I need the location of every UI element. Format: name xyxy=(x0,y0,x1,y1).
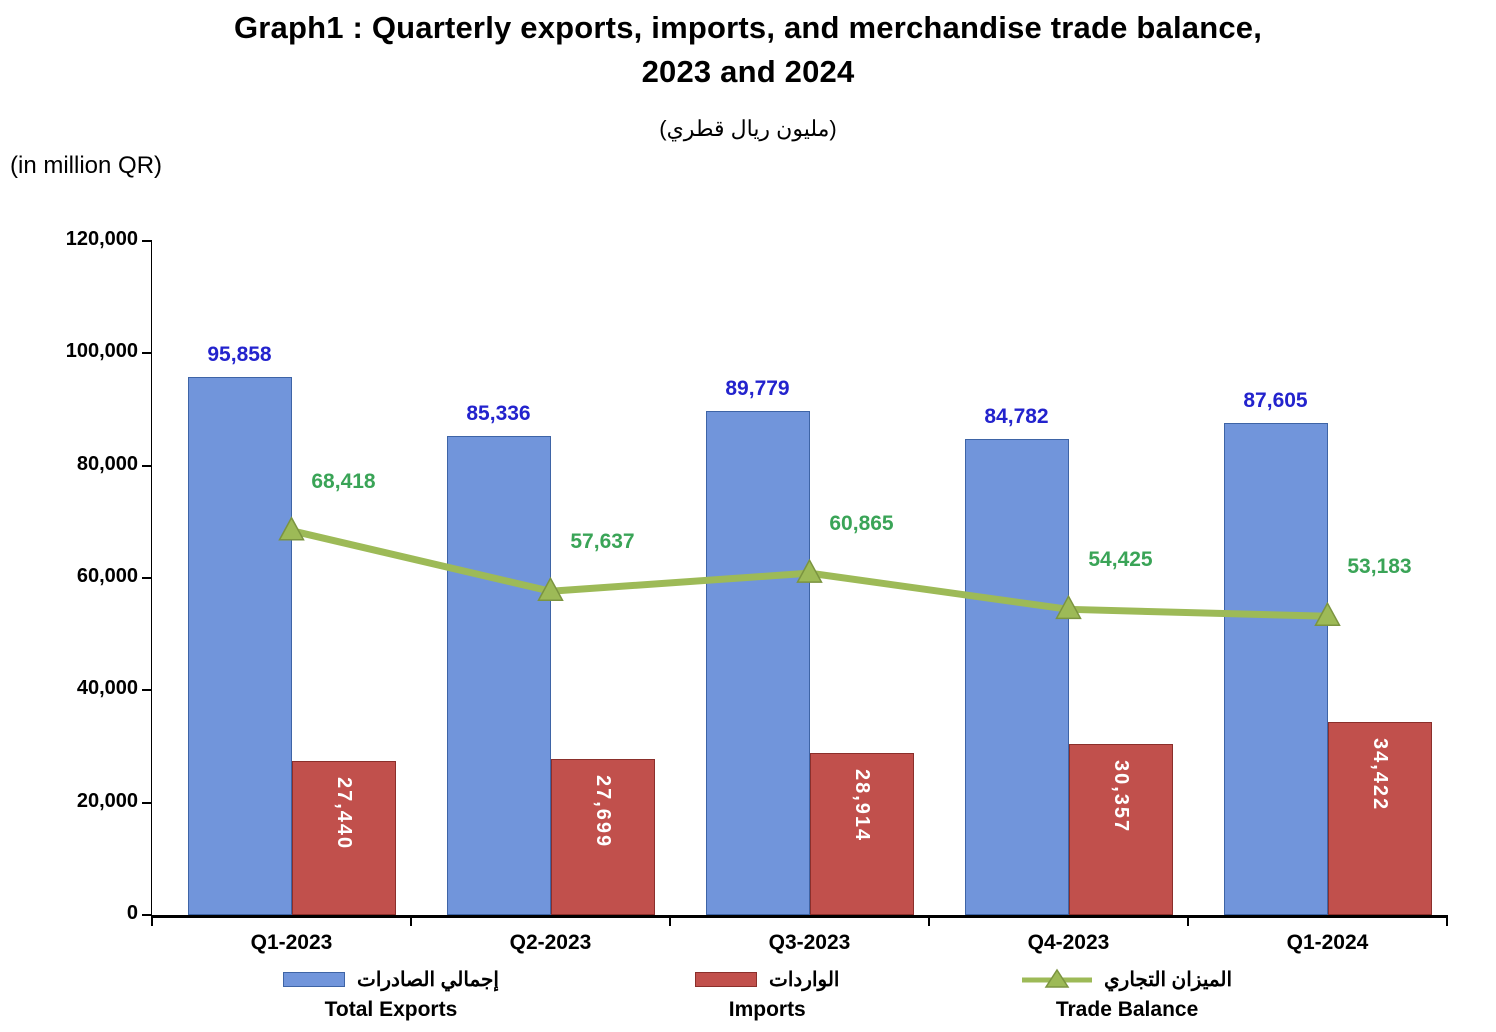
y-axis-tick-mark xyxy=(142,914,152,916)
legend-trade-balance-arabic: الميزان التجاري xyxy=(1104,968,1233,991)
x-axis-category-label: Q4-2023 xyxy=(1027,931,1110,954)
x-axis-tick-mark xyxy=(151,918,153,926)
y-axis-tick-mark xyxy=(142,352,152,355)
export-bar xyxy=(187,376,292,915)
export-bar xyxy=(705,410,810,915)
y-axis-line xyxy=(151,241,152,916)
import-value-label: 34,422 xyxy=(1328,738,1432,811)
x-axis-category-label: Q3-2023 xyxy=(768,931,851,954)
legend-imports-english: Imports xyxy=(728,998,806,1021)
trade-balance-value-label: 60,865 xyxy=(829,512,894,536)
import-value-text: 34,422 xyxy=(1369,737,1391,811)
import-value-text: 27,699 xyxy=(592,775,614,849)
import-bar xyxy=(1327,721,1432,915)
legend-item-trade-balance: الميزان التجاري Trade Balance xyxy=(1022,966,1232,1022)
legend-item-total-exports: إجمالي الصادرات Total Exports xyxy=(283,966,499,1022)
imports-swatch-icon xyxy=(695,971,757,987)
import-value-text: 28,914 xyxy=(851,768,873,842)
import-value-text: 27,440 xyxy=(333,776,355,851)
y-axis-tick-label: 100,000 xyxy=(65,340,138,363)
y-axis-tick-label: 120,000 xyxy=(65,228,138,250)
import-value-label: 27,440 xyxy=(292,777,396,850)
export-value-label: 95,858 xyxy=(207,342,272,366)
legend-total-exports-english: Total Exports xyxy=(324,998,458,1021)
x-axis-tick-mark xyxy=(928,918,930,926)
total-exports-swatch-icon xyxy=(283,971,345,987)
chart-title-line1: Graph1 : Quarterly exports, imports, and… xyxy=(233,10,1263,45)
export-value-label: 89,779 xyxy=(725,376,790,400)
y-axis-tick-mark xyxy=(142,801,152,804)
import-bar xyxy=(1068,744,1173,915)
trade-balance-value-label: 57,637 xyxy=(570,530,635,554)
y-axis-tick-label: 20,000 xyxy=(76,789,138,812)
trade-balance-value-label: 68,418 xyxy=(311,469,376,493)
export-bar xyxy=(446,435,551,915)
legend-item-imports: الواردات Imports xyxy=(695,966,840,1022)
export-bar xyxy=(1223,422,1328,915)
x-axis-line xyxy=(151,915,1448,918)
y-axis-tick-label: 0 xyxy=(126,902,138,924)
x-axis-category-label: Q1-2024 xyxy=(1286,931,1369,954)
x-axis-tick-mark xyxy=(1446,918,1448,926)
y-axis-tick-mark xyxy=(142,689,152,692)
export-value-label: 85,336 xyxy=(466,401,531,425)
y-axis-tick-label: 60,000 xyxy=(76,565,138,587)
trade-balance-value-label: 54,425 xyxy=(1088,548,1153,572)
trade-balance-value-label: 53,183 xyxy=(1347,555,1412,579)
trade-balance-swatch-icon xyxy=(1022,968,1092,988)
import-bar xyxy=(550,759,655,915)
legend-trade-balance-english: Trade Balance xyxy=(1055,998,1199,1021)
y-axis-tick-label: 80,000 xyxy=(76,452,138,475)
y-axis-tick-mark xyxy=(142,240,152,242)
x-axis-tick-mark xyxy=(1187,918,1189,926)
y-axis-tick-label: 40,000 xyxy=(76,677,138,700)
chart-subtitle-arabic: (مليون ريال قطري) xyxy=(659,116,837,141)
import-value-label: 30,357 xyxy=(1069,760,1173,833)
import-bar xyxy=(291,760,396,915)
export-value-label: 87,605 xyxy=(1243,388,1308,412)
x-axis-category-label: Q2-2023 xyxy=(509,931,592,954)
x-axis-tick-mark xyxy=(669,918,671,926)
export-bar xyxy=(964,438,1069,915)
import-value-text: 30,357 xyxy=(1110,760,1132,834)
legend-imports-arabic: الواردات xyxy=(769,968,840,991)
y-axis-tick-mark xyxy=(142,577,152,579)
import-bar xyxy=(809,752,914,915)
unit-label: (in million QR) xyxy=(10,152,163,179)
chart-title-line2: 2023 and 2024 xyxy=(641,54,855,89)
y-axis-tick-mark xyxy=(142,464,152,467)
export-value-label: 84,782 xyxy=(984,404,1049,428)
x-axis-category-label: Q1-2023 xyxy=(250,931,333,954)
import-value-label: 27,699 xyxy=(551,775,655,848)
x-axis-tick-mark xyxy=(410,918,412,926)
import-value-label: 28,914 xyxy=(810,769,914,842)
legend-total-exports-arabic: إجمالي الصادرات xyxy=(357,968,499,991)
